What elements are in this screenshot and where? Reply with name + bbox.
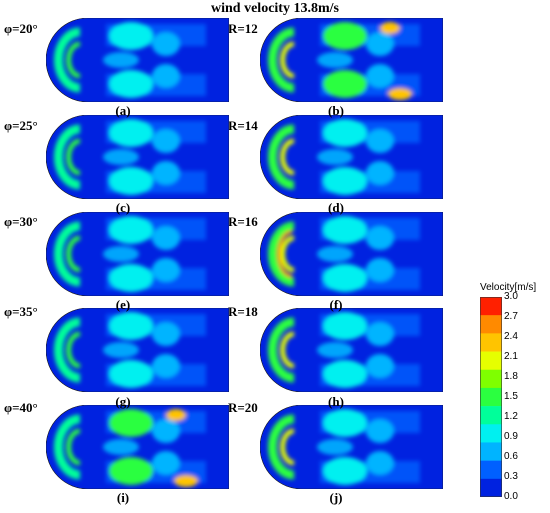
contour-panel-h — [260, 308, 443, 392]
colorbar-tick-label: 1.5 — [504, 391, 518, 402]
phi-label-2: φ=25° — [4, 118, 38, 133]
contour-panel-i — [46, 405, 229, 489]
contour-panel-f — [260, 212, 443, 296]
contour-panel-j — [260, 405, 443, 489]
colorbar-tick-label: 0.6 — [504, 451, 518, 462]
phi-label-5: φ=40° — [4, 400, 38, 415]
colorbar-swatch — [480, 424, 502, 443]
panel-label-h: (h) — [328, 394, 344, 409]
colorbar-title: Velocity[m/s] — [480, 282, 537, 293]
colorbar-swatch — [480, 460, 502, 480]
phi-label-4: φ=35° — [4, 304, 38, 319]
colorbar-swatch — [480, 387, 502, 407]
colorbar-tick-label: 0.0 — [504, 491, 518, 502]
contour-panel-d — [260, 115, 443, 199]
colorbar-swatch — [480, 351, 502, 371]
contour-panel-c — [46, 115, 229, 199]
colorbar-tick-label: 3.0 — [504, 291, 518, 302]
colorbar-swatch — [480, 297, 502, 316]
r-label-3: R=16 — [228, 214, 258, 229]
panel-label-f: (f) — [329, 297, 343, 312]
colorbar-tick-label: 1.2 — [504, 411, 518, 422]
panel-label-e: (e) — [115, 297, 131, 312]
r-label-4: R=18 — [228, 304, 258, 319]
colorbar-tick-label: 0.3 — [504, 471, 518, 482]
panel-label-a: (a) — [115, 103, 131, 118]
colorbar-swatch — [480, 333, 502, 352]
colorbar-swatch — [480, 315, 502, 334]
colorbar-tick-label: 2.4 — [504, 331, 518, 342]
r-label-1: R=12 — [228, 21, 258, 36]
panel-label-g: (g) — [115, 394, 131, 409]
colorbar-swatch — [480, 442, 502, 461]
panel-label-b: (b) — [328, 103, 344, 118]
r-label-2: R=14 — [228, 118, 258, 133]
colorbar-tick-label: 0.9 — [504, 431, 518, 442]
contour-panel-e — [46, 212, 229, 296]
contour-panel-g — [46, 308, 229, 392]
r-label-5: R=20 — [228, 400, 258, 415]
panel-label-c: (c) — [115, 200, 131, 215]
colorbar-tick-label: 1.8 — [504, 371, 518, 382]
panel-label-i: (i) — [116, 490, 130, 505]
colorbar-tick-label: 2.7 — [504, 311, 518, 322]
colorbar-swatch — [480, 478, 502, 497]
colorbar — [480, 297, 502, 497]
contour-panel-b — [260, 18, 443, 102]
figure-title: wind velocity 13.8m/s — [211, 1, 339, 16]
phi-label-1: φ=20° — [4, 21, 38, 36]
colorbar-swatch — [480, 406, 502, 425]
colorbar-tick-label: 2.1 — [504, 351, 518, 362]
contour-panel-a — [46, 18, 229, 102]
phi-label-3: φ=30° — [4, 214, 38, 229]
panel-label-j: (j) — [329, 490, 343, 505]
panel-label-d: (d) — [328, 200, 344, 215]
colorbar-swatch — [480, 369, 502, 389]
